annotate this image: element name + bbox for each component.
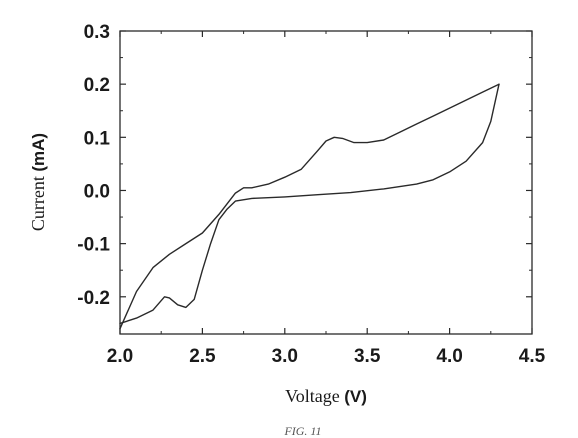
- y-tick-label: -0.2: [77, 288, 110, 309]
- x-tick-label: 2.0: [107, 346, 133, 367]
- x-tick-label: 2.5: [189, 346, 216, 367]
- y-tick-label: 0.0: [84, 181, 110, 202]
- cv-branch-upper: [120, 84, 499, 329]
- y-tick-labels: -0.2 -0.1 0.0 0.1 0.2 0.3: [77, 22, 110, 309]
- y-tick-label: 0.1: [84, 128, 111, 149]
- x-tick-label: 4.5: [519, 346, 546, 367]
- x-tick-label: 3.0: [272, 346, 298, 367]
- cv-curve: [120, 84, 499, 329]
- cv-branch-lower: [120, 84, 499, 323]
- y-axis-title: Current (mA): [28, 133, 48, 231]
- figure-caption: FIG. 11: [283, 424, 321, 438]
- x-tick-label: 3.5: [354, 346, 381, 367]
- tick-marks: [120, 31, 532, 334]
- y-tick-label: 0.2: [84, 75, 110, 96]
- plot-frame: [120, 31, 532, 334]
- x-tick-label: 4.0: [436, 346, 462, 367]
- x-tick-labels: 2.0 2.5 3.0 3.5 4.0 4.5: [107, 346, 546, 367]
- y-tick-label: -0.1: [77, 235, 110, 256]
- x-axis-title: Voltage (V): [285, 386, 367, 406]
- y-tick-label: 0.3: [84, 22, 110, 43]
